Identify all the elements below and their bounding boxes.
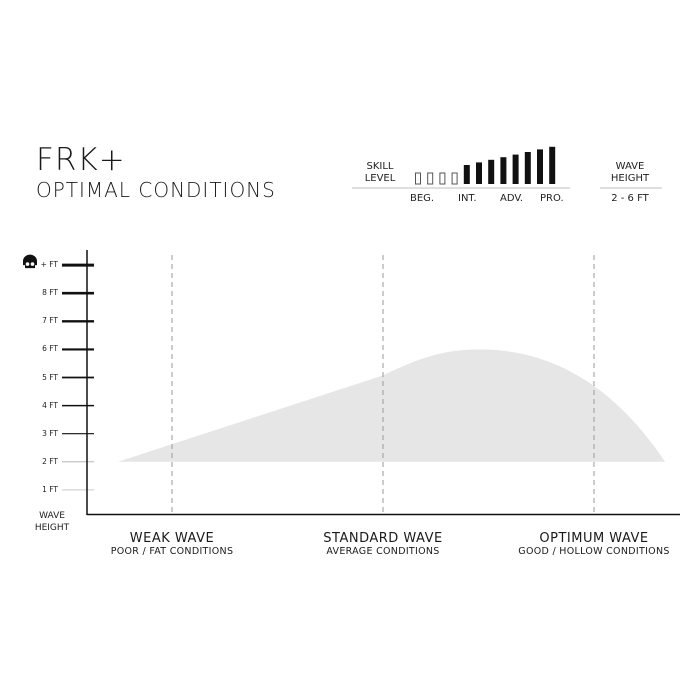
skill-bar-empty bbox=[439, 172, 446, 185]
wave-height-label-1: WAVE bbox=[615, 161, 645, 172]
x-category-weak: WEAK WAVE POOR / FAT CONDITIONS bbox=[92, 531, 252, 557]
y-tick-label: 4 FT bbox=[42, 400, 58, 410]
board-title: FRK+ bbox=[36, 142, 126, 178]
y-axis-label: WAVE HEIGHT bbox=[30, 510, 74, 534]
subtitle: OPTIMAL CONDITIONS bbox=[36, 178, 276, 202]
y-tick-label: 5 FT bbox=[42, 372, 58, 382]
skill-bar-filled bbox=[512, 154, 519, 184]
skill-bar-empty bbox=[427, 172, 434, 185]
y-tick-label: 2 FT bbox=[42, 456, 58, 466]
wave-height-value: 2 - 6 FT bbox=[611, 193, 649, 204]
y-tick-label: + FT bbox=[40, 260, 58, 270]
y-tick-label: 1 FT bbox=[42, 484, 58, 494]
x-category-standard: STANDARD WAVE AVERAGE CONDITIONS bbox=[293, 531, 473, 557]
level-adv: ADV. bbox=[500, 193, 524, 204]
skill-level-label: SKILL LEVEL bbox=[358, 161, 402, 185]
x-cat-subtitle: POOR / FAT CONDITIONS bbox=[110, 546, 234, 557]
wave-height-label: WAVE HEIGHT bbox=[600, 161, 660, 185]
x-cat-title: STANDARD WAVE bbox=[323, 531, 443, 546]
skull-eye bbox=[25, 262, 30, 266]
optimal-area bbox=[118, 349, 665, 462]
skill-bar-filled bbox=[476, 162, 482, 184]
y-tick-label: 8 FT bbox=[42, 288, 58, 298]
skull-eye bbox=[30, 262, 35, 266]
skill-bar-filled bbox=[549, 146, 556, 184]
skill-bar-filled bbox=[500, 157, 507, 184]
skill-bar-empty bbox=[451, 172, 458, 185]
x-category-optimum: OPTIMUM WAVE GOOD / HOLLOW CONDITIONS bbox=[504, 531, 684, 557]
skill-bar-filled bbox=[524, 152, 531, 184]
wave-height-label-2: HEIGHT bbox=[610, 173, 650, 184]
x-cat-subtitle: AVERAGE CONDITIONS bbox=[326, 546, 440, 557]
skill-bar-filled bbox=[463, 165, 470, 184]
level-int: INT. bbox=[458, 193, 477, 204]
y-tick-label: 7 FT bbox=[42, 316, 58, 326]
level-beg: BEG. bbox=[410, 193, 435, 204]
y-label-2: HEIGHT bbox=[34, 523, 70, 533]
y-tick-label: 6 FT bbox=[42, 344, 58, 354]
x-cat-subtitle: GOOD / HOLLOW CONDITIONS bbox=[518, 546, 670, 557]
skill-label-2: LEVEL bbox=[364, 173, 396, 184]
skill-bar-filled bbox=[537, 149, 543, 184]
y-label-1: WAVE bbox=[39, 511, 65, 521]
skill-bar-empty bbox=[415, 172, 421, 185]
x-cat-title: OPTIMUM WAVE bbox=[539, 531, 649, 546]
y-tick-label: 3 FT bbox=[42, 428, 58, 438]
skill-bar-filled bbox=[488, 159, 495, 184]
level-pro: PRO. bbox=[540, 193, 564, 204]
skill-label-1: SKILL bbox=[366, 161, 394, 172]
skull-icon bbox=[23, 254, 37, 269]
x-cat-title: WEAK WAVE bbox=[129, 531, 215, 546]
